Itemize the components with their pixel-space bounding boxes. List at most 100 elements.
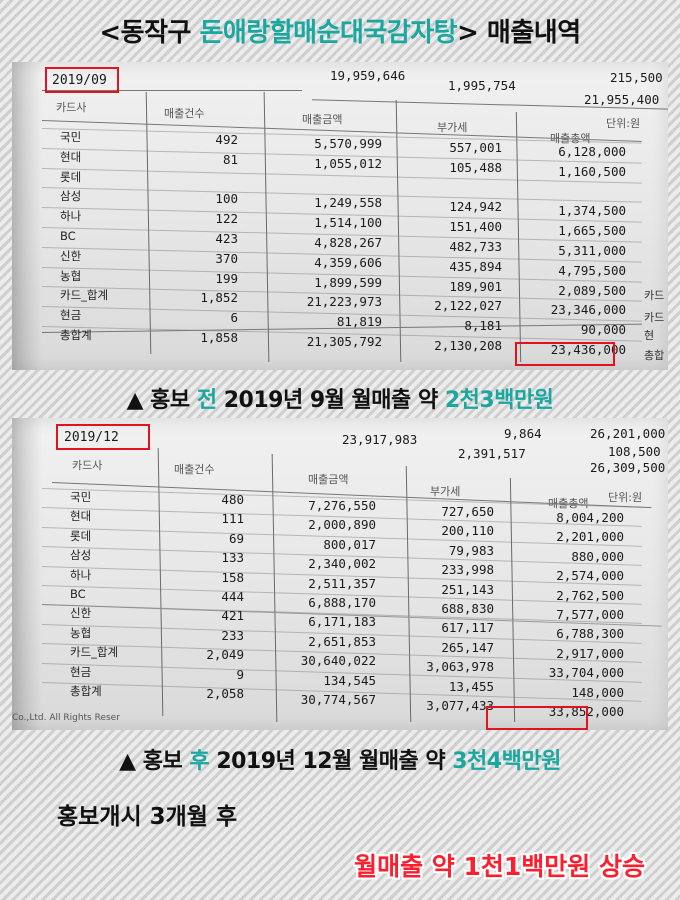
row-label: 현대 [60,149,82,164]
column-header: 매출금액 [302,113,343,126]
row-label: 하나 [70,567,92,582]
row-label: 삼성 [70,548,92,563]
caption-highlight: 후 [189,749,210,774]
table-cell: 6,888,170 [308,595,376,610]
table-cell: 1,249,558 [314,195,382,211]
table-cell: 800,017 [323,536,376,552]
table-cell: 8,181 [464,318,502,334]
table-cell: 6,128,000 [558,144,626,159]
side-label: 카드 [644,289,665,302]
table-cell: 688,830 [441,601,494,616]
table-cell: 30,774,567 [300,692,376,707]
table-cell: 105,488 [449,159,502,175]
top-number: 1,995,754 [448,78,516,93]
table-cell: 1,055,012 [314,155,382,171]
table-cell: 111 [221,511,244,527]
table-cell: 1,374,500 [558,203,626,219]
table-cell: 617,117 [441,620,494,636]
unit-label: 단위:원 [608,491,643,504]
table-cell: 6 [230,310,238,326]
table-cell: 100 [215,191,238,207]
table-cell: 2,511,357 [308,575,376,591]
top-number: 108,500 [608,444,661,459]
column-header: 카드사 [72,459,103,472]
table-cell: 492 [215,132,238,147]
table-cell: 4,359,606 [314,254,382,270]
table-cell: 69 [228,530,244,546]
triangle-up-icon: ▲ [126,388,144,413]
table-cell: 122 [215,211,238,227]
promo-start-note: 홍보개시 3개월 후 [57,804,238,830]
table-cell: 2,340,002 [308,556,376,572]
unit-label: 단위:원 [606,117,641,130]
table-cell: 251,143 [441,581,494,597]
top-number: 26,309,500 [590,460,666,475]
table-cell: 134,545 [323,672,376,688]
report-date: 2019/12 [64,430,119,445]
row-label: 현금 [70,664,92,679]
table-cell: 1,160,500 [558,163,626,179]
top-number: 19,959,646 [330,68,406,83]
row-label: 카드_합계 [60,288,109,303]
table-cell: 23,346,000 [550,302,626,318]
table-cell: 7,276,550 [308,498,376,513]
table-cell: 6,171,183 [308,614,376,630]
table-cell: 90,000 [580,322,626,338]
table-cell: 3,063,978 [426,659,494,675]
date-highlight-box [45,67,119,93]
sales-increase-note: 월매출 약 1천1백만원 상승 [354,852,645,881]
table-cell: 1,852 [200,290,238,306]
table-cell: 421 [221,608,244,624]
row-label: 하나 [60,209,82,224]
column-header: 부가세 [430,485,461,498]
table-cell: 6,788,300 [556,626,624,642]
caption-before: ▲ 홍보 전 2019년 9월 월매출 약 2천3백만원 [126,388,554,413]
table-cell: 2,058 [206,686,244,701]
table-cell: 133 [221,550,244,566]
title-suffix: > 매출내역 [457,18,581,48]
row-label: BC [60,229,76,243]
top-number: 21,955,400 [584,92,660,107]
side-label: 현 [644,329,655,342]
table-cell: 880,000 [571,548,624,564]
table-cell: 8,004,200 [556,510,624,525]
row-label: 국민 [70,490,92,504]
table-cell: 1,858 [200,330,238,345]
side-label: 총합 [644,349,665,362]
table-cell: 727,650 [441,504,494,519]
table-cell: 233 [221,627,244,643]
top-number: 23,917,983 [342,432,418,447]
page-title: <동작구 돈애랑할매순대국감자탕> 매출내역 [0,12,680,49]
column-header: 매출건수 [174,463,215,476]
top-number: 2,391,517 [458,446,526,461]
row-label: 총합계 [60,328,92,342]
footer-text: Co.,Ltd. All Rights Reser [12,713,120,723]
sales-receipt-photo-december: 23,917,983 9,864 2,391,517 26,201,000 10… [12,418,668,730]
title-prefix: <동작구 [99,18,200,48]
row-label: BC [70,587,86,601]
table-cell: 79,983 [448,542,494,558]
triangle-up-icon: ▲ [119,749,136,774]
sales-receipt-photo-september: 19,959,646 1,995,754 215,500 21,955,400 … [12,62,668,370]
table-cell: 81 [222,151,238,167]
table-cell: 151,400 [449,219,502,235]
table-cell: 189,901 [449,278,502,294]
table-cell: 4,795,500 [558,262,626,278]
table-cell: 21,223,973 [306,294,382,310]
title-highlight: 돈애랑할매순대국감자탕 [199,18,458,48]
table-cell: 2,089,500 [558,282,626,298]
table-cell: 2,762,500 [556,587,624,603]
table-cell: 2,049 [206,647,244,663]
top-number: 26,201,000 [590,426,666,441]
row-label: 신한 [60,248,82,263]
table-cell: 480 [221,492,244,507]
column-header: 매출건수 [164,107,205,120]
table-cell: 1,514,100 [314,215,382,231]
table-cell: 435,894 [449,258,502,274]
table-cell: 9 [236,666,244,682]
table-cell: 30,640,022 [300,653,376,669]
row-label: 총합계 [70,684,102,698]
table-cell: 200,110 [441,523,494,539]
report-date: 2019/09 [52,73,107,88]
table-cell: 4,828,267 [314,235,382,250]
